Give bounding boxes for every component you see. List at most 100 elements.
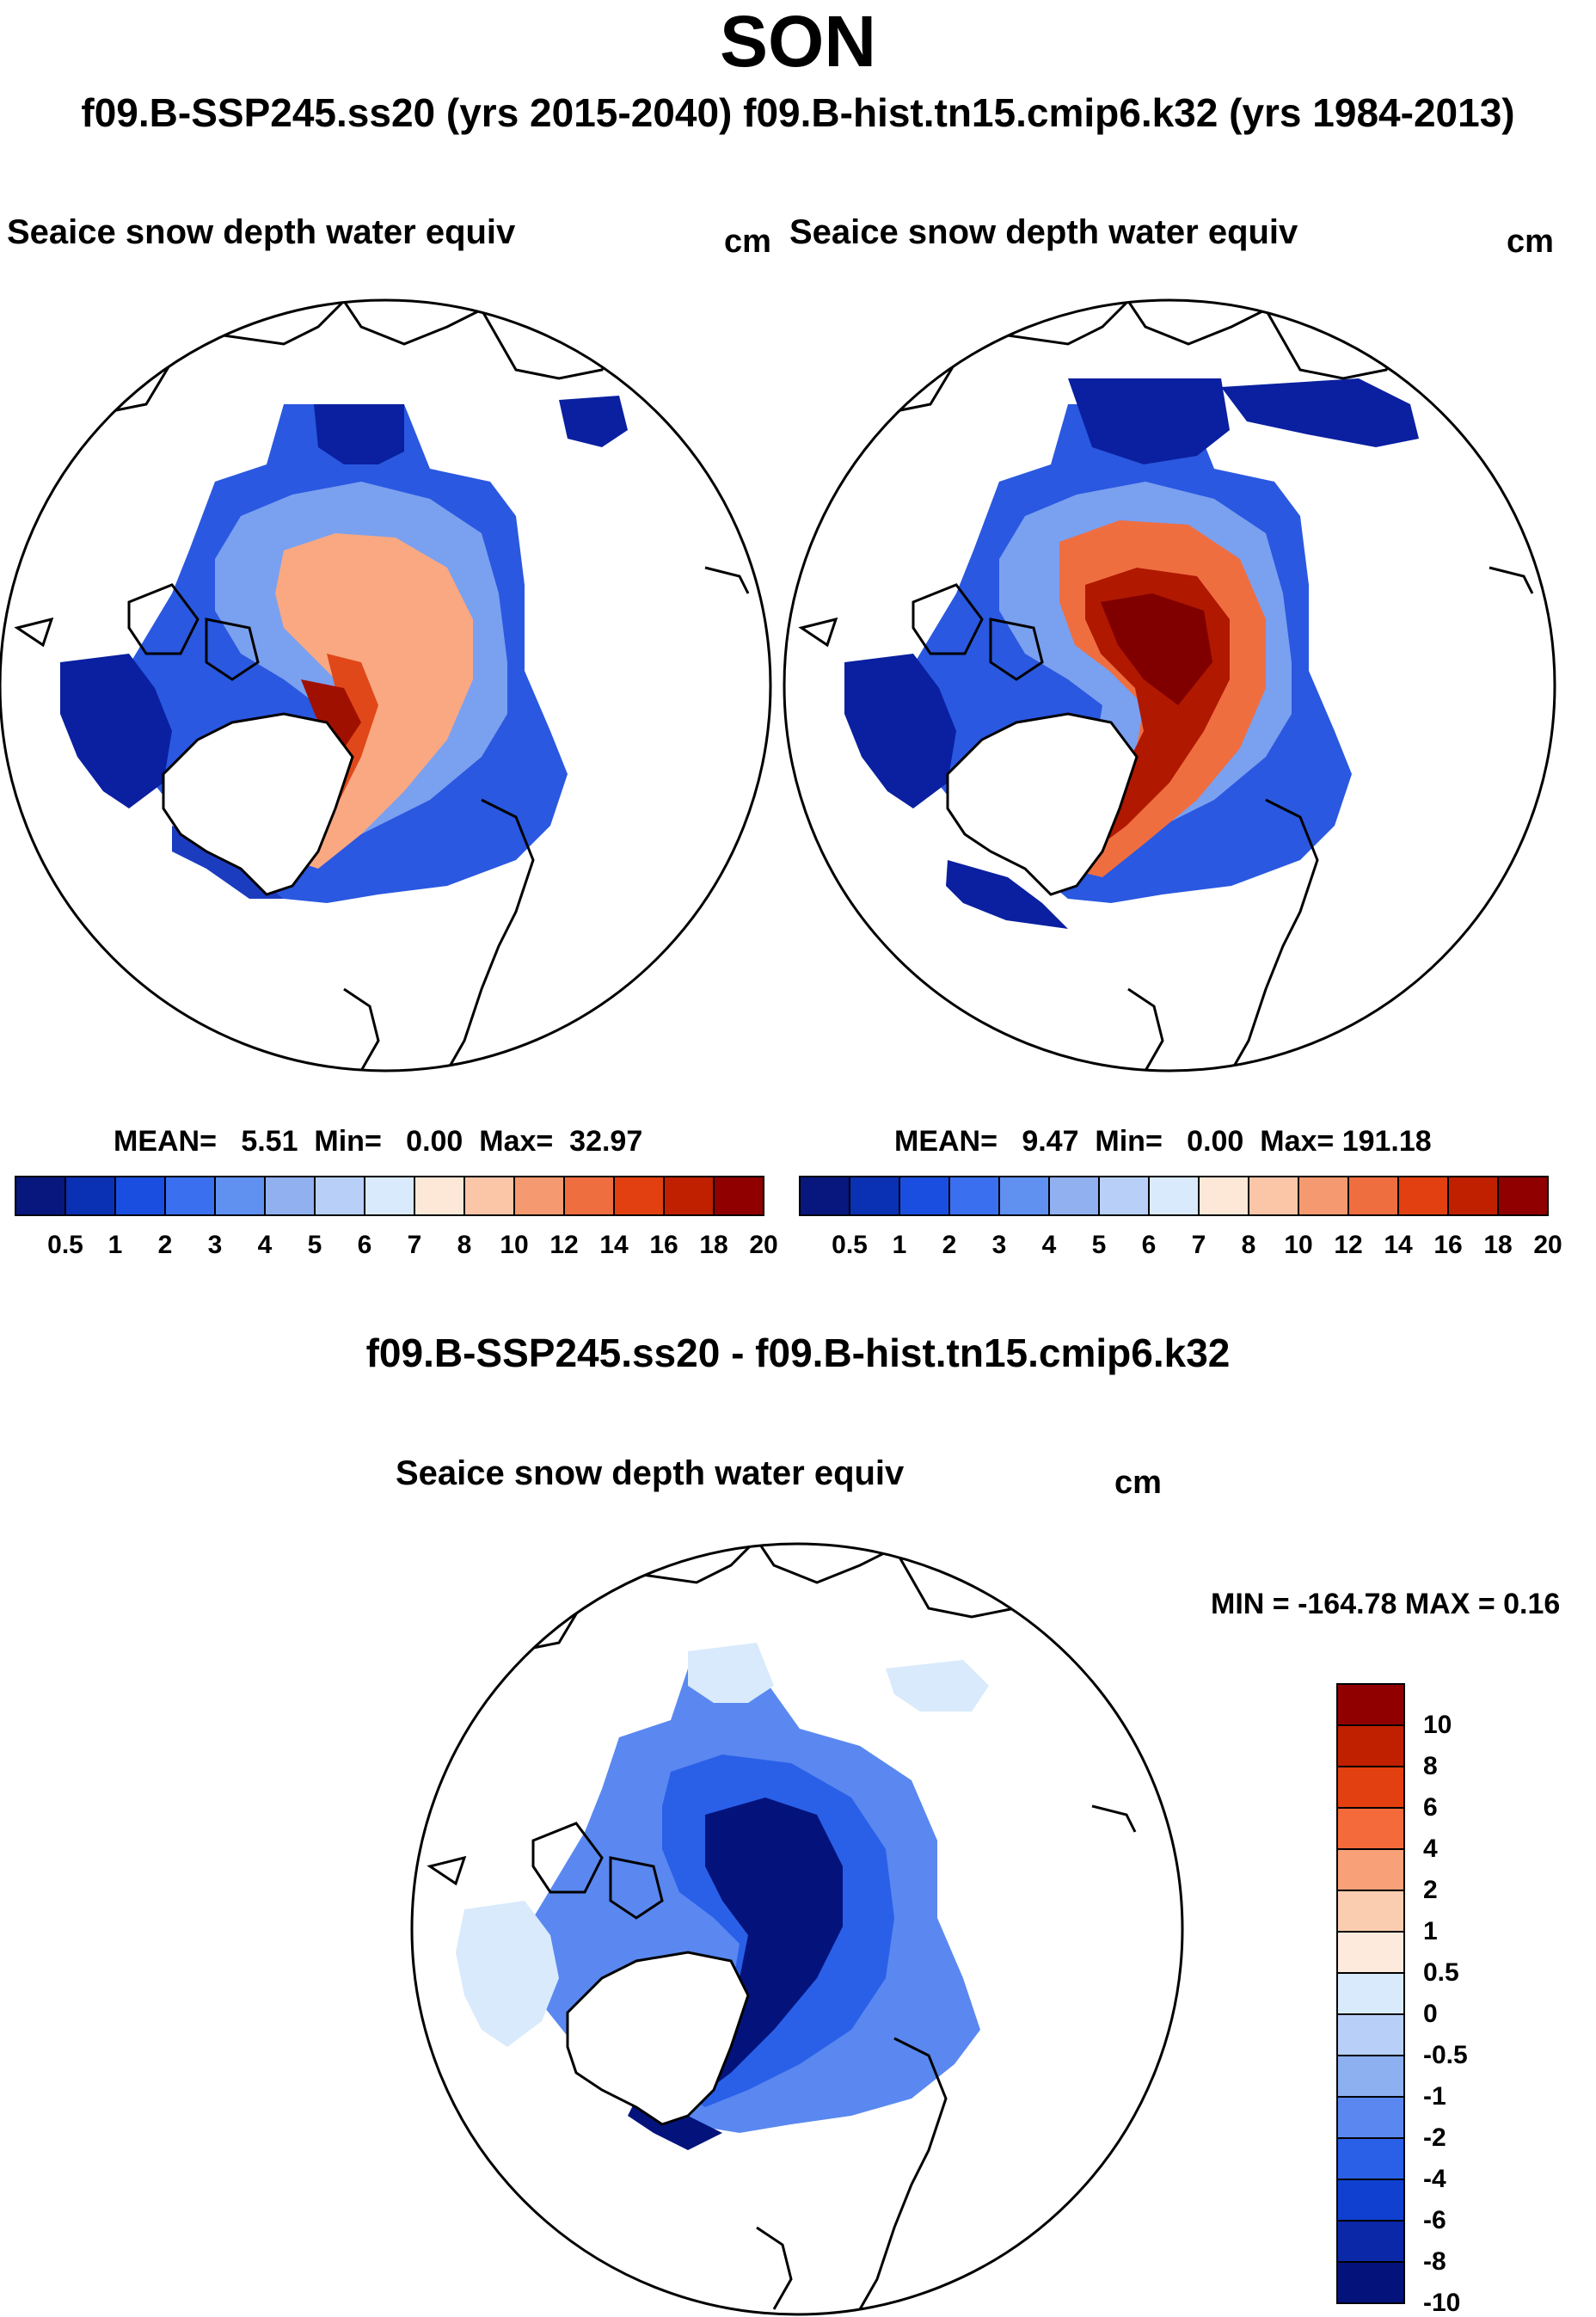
panel-2-variable-title: Seaice snow depth water equiv [789,213,1298,251]
panel-2-baffin-ice [946,860,1068,929]
panel-2-colorbar-cell-10 [1298,1176,1349,1216]
panel-2-colorbar-label-12: 16 [1433,1231,1463,1259]
difference-colorbar-cell-5 [1336,1890,1405,1933]
panel-2-colorbar-label-7: 7 [1191,1231,1206,1259]
panel-1-mean-label: MEAN= [114,1125,217,1158]
panel-2-colorbar-label-13: 18 [1483,1231,1513,1259]
difference-colorbar-label-7: 0 [1423,2000,1438,2028]
panel-1-boundary-circle [0,298,772,1072]
panel-2-colorbar-cell-8 [1198,1176,1249,1216]
panel-1-hudson-ice [60,654,172,808]
panel-1-colorbar-label-4: 4 [257,1231,273,1259]
panel-1-colorbar-cell-6 [314,1176,365,1216]
difference-minmax: MIN = -164.78 MAX = 0.16 [1211,1588,1561,1620]
difference-colorbar-cell-2 [1336,1766,1405,1809]
difference-colorbar-label-1: 8 [1423,1752,1438,1780]
panel-1-colorbar-cell-11 [563,1176,615,1216]
difference-colorbar-cell-0 [1336,1683,1405,1726]
difference-variable-title: Seaice snow depth water equiv [396,1454,905,1492]
panel-2-colorbar-label-6: 6 [1141,1231,1157,1259]
panel-1-colorbar-label-5: 5 [307,1231,322,1259]
panel-2-colorbar-cell-4 [998,1176,1050,1216]
panel-2-greenland [946,712,1139,896]
panel-2-colorbar-cell-6 [1098,1176,1150,1216]
panel-2-colorbar-label-0: 0.5 [832,1231,868,1259]
diff-okhotsk [886,1660,989,1712]
panel-2-colorbar-cell-14 [1497,1176,1549,1216]
difference-colorbar-cell-8 [1336,2013,1405,2056]
panel-1-colorbar-label-0: 0.5 [47,1231,83,1259]
difference-colorbar-label-13: -8 [1423,2247,1446,2276]
panel-2-colorbar-cell-2 [899,1176,950,1216]
difference-colorbar-label-0: 10 [1423,1711,1452,1739]
difference-colorbar-cell-4 [1336,1848,1405,1891]
panel-1-colorbar-cell-3 [164,1176,216,1216]
difference-colorbar-label-8: -0.5 [1423,2041,1468,2069]
panel-1-colorbar-label-10: 12 [549,1231,579,1259]
difference-colorbar-cell-9 [1336,2055,1405,2098]
panel-2-colorbar-label-1: 1 [892,1231,907,1259]
panel-2-mean-value: 9.47 [1022,1125,1079,1158]
difference-title: f09.B-SSP245.ss20 - f09.B-hist.tn15.cmip… [365,1331,1231,1375]
panel-1-colorbar-cell-14 [713,1176,764,1216]
panel-2-colorbar-label-9: 10 [1284,1231,1313,1259]
difference-colorbar [1336,1683,1405,2304]
difference-colorbar-cell-11 [1336,2137,1405,2180]
panel-2-colorbar-label-5: 5 [1091,1231,1107,1259]
panel-1-variable-title: Seaice snow depth water equiv [7,213,516,251]
panel-2-colorbar-cell-5 [1048,1176,1100,1216]
panel-1-colorbar-label-11: 14 [599,1231,629,1259]
panel-2-stats: MEAN= 9.47 Min= 0.00 Max= 191.18 [894,1127,1432,1156]
diff-hudson [456,1901,559,2047]
panel-1-greenland [162,712,354,896]
panel-1-colorbar-cell-4 [214,1176,266,1216]
panel-1-colorbar-label-9: 10 [500,1231,529,1259]
diff-greenland [566,1951,750,2126]
panel-1-colorbar-label-14: 20 [749,1231,778,1259]
panel-2-colorbar-label-11: 14 [1384,1231,1413,1259]
difference-colorbar-label-3: 4 [1423,1835,1438,1863]
difference-colorbar-label-6: 0.5 [1423,1958,1459,1987]
panel-2-okhotsk-ice [1221,378,1419,447]
panel-1-colorbar-label-7: 7 [407,1231,422,1259]
difference-colorbar-cell-14 [1336,2261,1405,2304]
panel-2-colorbar-cell-11 [1347,1176,1399,1216]
difference-colorbar-label-2: 6 [1423,1793,1438,1822]
panel-1-colorbar [15,1176,764,1216]
diff-bering [688,1643,774,1703]
panel-1-ice-max [301,679,361,748]
panel-1-colorbar-label-2: 2 [157,1231,173,1259]
panel-1-colorbar-label-13: 18 [699,1231,728,1259]
panel-2-boundary-circle [783,298,1556,1072]
panel-1-colorbar-cell-0 [15,1176,66,1216]
panel-1-units: cm [724,224,771,260]
panel-1-colorbar-cell-13 [663,1176,715,1216]
panel-1-colorbar-cell-1 [64,1176,116,1216]
difference-boundary-circle [410,1542,1184,2316]
difference-colorbar-label-5: 1 [1423,1917,1438,1945]
panel-2-colorbar-label-3: 3 [991,1231,1007,1259]
panel-2-map [784,300,1534,1071]
difference-colorbar-cell-3 [1336,1807,1405,1850]
panel-1-colorbar-cell-5 [264,1176,316,1216]
panel-2-colorbar-label-10: 12 [1334,1231,1363,1259]
difference-colorbar-label-12: -6 [1423,2206,1446,2234]
panel-1-min-value: 0.00 [406,1125,463,1158]
figure-title: SON [719,1,877,82]
panel-1-min-label: Min= [314,1125,382,1158]
panel-1-colorbar-cell-10 [513,1176,565,1216]
difference-colorbar-label-9: -1 [1423,2082,1446,2111]
panel-2-colorbar-label-14: 20 [1533,1231,1562,1259]
difference-colorbar-cell-1 [1336,1724,1405,1767]
panel-2-colorbar-cell-0 [799,1176,850,1216]
panel-1-map [0,300,750,1071]
panel-1-colorbar-label-8: 8 [457,1231,472,1259]
panel-1-max-value: 32.97 [569,1125,643,1158]
difference-colorbar-cell-10 [1336,2096,1405,2139]
difference-map [412,1544,1137,2310]
panel-1-okhotsk-ice [559,396,628,447]
panel-2-colorbar-cell-13 [1447,1176,1499,1216]
panel-1-ice-peak [292,654,378,851]
difference-colorbar-cell-6 [1336,1931,1405,1974]
